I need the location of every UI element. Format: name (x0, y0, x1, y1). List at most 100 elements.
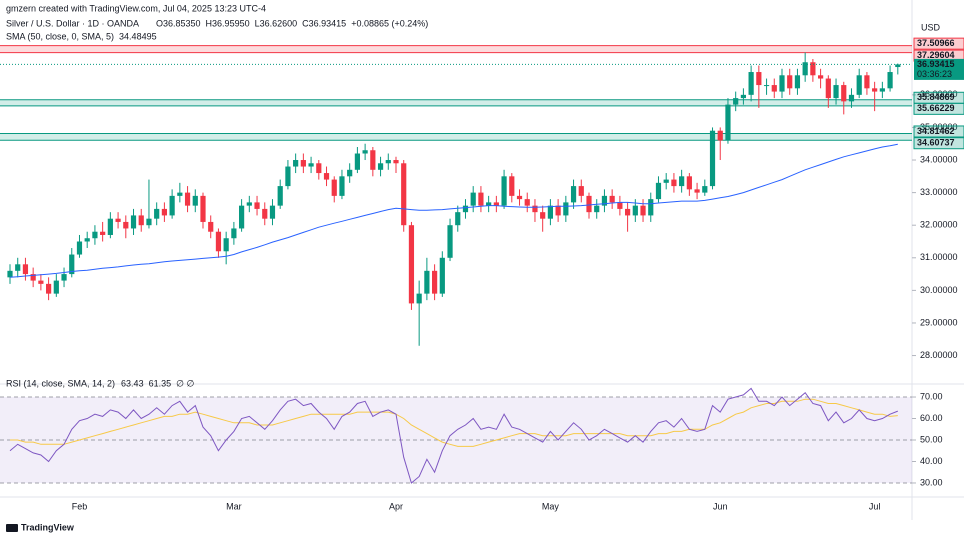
candle-body (640, 205, 646, 216)
candle-body (246, 202, 252, 206)
sma-title: SMA (50, close, 0, SMA, 5) (6, 31, 114, 41)
candle-body (671, 179, 677, 187)
rsi-title: RSI (14, close, SMA, 14, 2) (6, 378, 115, 388)
level-label-box (913, 102, 964, 115)
rsi-legend-suffix: ∅ ∅ (176, 378, 194, 388)
candle-body (763, 85, 770, 87)
candle-body (76, 241, 83, 255)
candle-body (810, 62, 816, 76)
candle-body (22, 264, 29, 275)
candle-body (570, 186, 577, 203)
level-label-box (913, 125, 964, 138)
candle-body (787, 75, 793, 89)
candle-body (92, 231, 98, 239)
y-tick-label: 28.00000 (920, 350, 958, 360)
level-label-box (913, 37, 964, 50)
candle-body (756, 72, 762, 86)
candle-body (293, 160, 299, 167)
rsi-line (9, 387, 898, 484)
header: gmzern created with TradingView.com, Jul… (6, 3, 266, 13)
candle-body (462, 205, 469, 213)
x-tick-label: Mar (226, 501, 242, 511)
candle-body (208, 221, 214, 232)
rsi-line (10, 398, 898, 447)
candle-body (200, 195, 206, 222)
level-label-box (913, 137, 964, 150)
candle-body (848, 94, 855, 102)
level-label: 34.81462 (917, 126, 955, 136)
candle-body (625, 208, 631, 216)
quote-value: C36.93415 (302, 18, 346, 28)
candle-body (563, 202, 569, 216)
candle-body (424, 270, 430, 294)
candle-body (478, 192, 484, 206)
y-tick-label: 50.00 (920, 434, 943, 444)
candle-body (339, 176, 345, 196)
candle-body (138, 215, 144, 226)
level-label: 34.60737 (917, 138, 955, 148)
candle-body (277, 186, 283, 206)
candle-body (501, 176, 507, 206)
candle-body (455, 212, 461, 226)
y-tick-label: 30.00 (920, 477, 943, 487)
candle-body (864, 75, 870, 89)
candle-body (694, 189, 700, 193)
candle-body (532, 205, 538, 213)
candle-body (401, 163, 407, 226)
current-price-label: 36.93415 (917, 59, 955, 69)
level-label: 37.29604 (917, 50, 955, 60)
candle-body (447, 225, 453, 258)
candle-body (648, 199, 654, 216)
candle-body (354, 153, 360, 170)
quote-change: +0.08865 (+0.24%) (351, 18, 428, 28)
candle-body (115, 218, 121, 222)
candle-body (516, 195, 523, 200)
candle-body (100, 231, 106, 235)
candle-body (432, 270, 438, 294)
candle-body (107, 218, 113, 235)
candle-body (69, 254, 75, 275)
candle-body (601, 195, 608, 206)
candle-body (717, 130, 723, 141)
y-tick-label: 70.00 (920, 391, 943, 401)
candle-body (130, 215, 137, 229)
candle-body (439, 257, 445, 294)
candle-body (7, 270, 13, 278)
y-tick-label: 33.00000 (920, 187, 958, 197)
candle-body (663, 179, 669, 183)
candle-body (709, 130, 716, 187)
candle-body (53, 280, 59, 294)
sma-value: 34.48495 (119, 31, 157, 41)
candle-body (84, 238, 90, 242)
candle-body (408, 225, 415, 304)
candle-body (15, 264, 21, 271)
candle-body (609, 195, 615, 203)
candle-body (146, 218, 152, 226)
x-tick-label: Jul (869, 501, 881, 511)
candle-body (733, 98, 739, 105)
candle-body (895, 64, 901, 68)
candle-body (300, 160, 306, 167)
rsi-value: 63.43 (121, 378, 144, 388)
y-tick-label: 30.00000 (920, 285, 958, 295)
candle-body (347, 169, 353, 177)
candle-body (617, 202, 623, 209)
candle-body (416, 293, 422, 304)
candle-body (771, 85, 777, 92)
x-tick-label: Jun (713, 501, 728, 511)
zone (0, 45, 912, 53)
candle-body (493, 202, 499, 206)
candle-body (725, 104, 731, 141)
candle-body (802, 62, 808, 76)
candle-body (779, 75, 785, 92)
candle-body (215, 231, 222, 252)
candle-body (323, 173, 330, 180)
candle-body (794, 75, 801, 89)
footer: TradingView (21, 522, 75, 532)
level-label: 35.84869 (917, 92, 955, 102)
candle-body (841, 85, 847, 102)
candle-body (169, 195, 175, 216)
y-tick-label: 60.00 (920, 413, 943, 423)
